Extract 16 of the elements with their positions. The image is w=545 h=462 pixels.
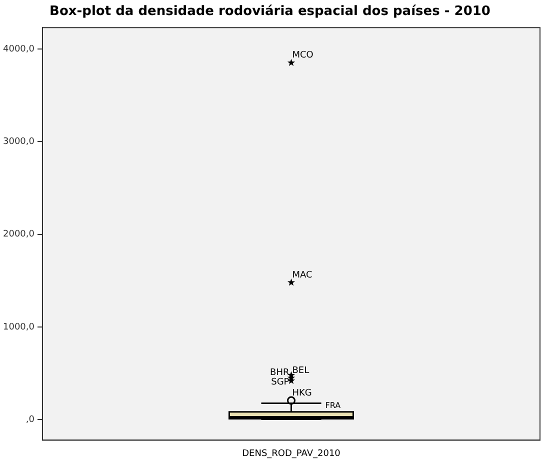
annotation: FRA (325, 401, 342, 410)
y-tick-label: 3000,0 (2, 136, 35, 147)
annotation: HKG (292, 388, 312, 398)
annotation: SGP (271, 378, 290, 388)
point (287, 58, 296, 66)
annotation: MAC (292, 270, 312, 280)
x-tick-label: DENS_ROD_PAV_2010 (242, 448, 341, 459)
y-tick-label: 2000,0 (2, 230, 35, 240)
annotation: BEL (292, 366, 310, 376)
chart-title: Box-plot da densidade rodoviária espacial dos países - 2010 (50, 4, 490, 20)
annotation: MCO (292, 50, 314, 61)
y-tick-label: 1000,0 (2, 322, 35, 332)
annotation: BHR (270, 368, 290, 378)
point (287, 278, 296, 286)
y-tick-label: ,0 (26, 415, 35, 426)
y-tick-label: 4000,0 (2, 44, 35, 54)
